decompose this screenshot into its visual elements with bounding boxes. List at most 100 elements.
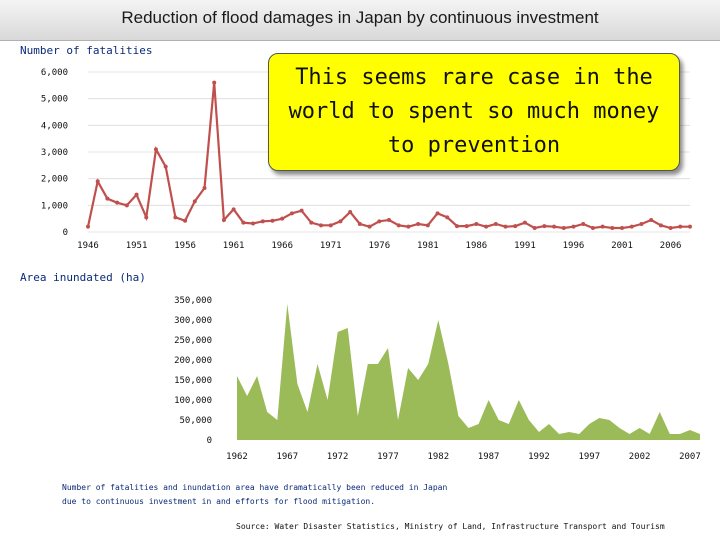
fatalities-ytick-label: 3,000 xyxy=(41,148,68,158)
fatalities-point xyxy=(357,222,362,226)
fatalities-xtick-label: 1981 xyxy=(417,241,439,251)
fatalities-point xyxy=(425,223,430,228)
fatalities-point xyxy=(387,218,391,222)
area-ytick-label: 350,000 xyxy=(174,296,212,306)
fatalities-point xyxy=(153,147,158,152)
fatalities-point xyxy=(590,226,595,230)
fatalities-xtick-label: 1991 xyxy=(514,241,536,251)
fatalities-ytick-label: 1,000 xyxy=(41,201,68,211)
fatalities-point xyxy=(416,222,421,226)
fatalities-point xyxy=(474,222,479,226)
fatalities-point xyxy=(173,215,178,220)
fatalities-point xyxy=(270,218,275,223)
fatalities-point xyxy=(668,226,673,230)
fatalities-point xyxy=(678,224,683,229)
fatalities-point xyxy=(620,226,625,230)
fatalities-point xyxy=(513,224,518,229)
fatalities-point xyxy=(86,224,90,229)
fatalities-point xyxy=(319,223,324,228)
area-xtick-label: 1962 xyxy=(226,452,248,462)
area-ytick-label: 300,000 xyxy=(174,316,212,326)
fatalities-xtick-label: 1951 xyxy=(126,241,148,251)
fatalities-xtick-label: 1976 xyxy=(368,241,390,251)
source-note: Source: Water Disaster Statistics, Minis… xyxy=(236,522,665,531)
area-ytick-label: 200,000 xyxy=(174,356,212,366)
fatalities-point xyxy=(328,223,333,228)
fatalities-point xyxy=(658,223,663,228)
area-ytick-label: 250,000 xyxy=(174,336,212,346)
fatalities-point xyxy=(241,220,246,225)
fatalities-point xyxy=(134,192,139,197)
title-bar: Reduction of flood damages in Japan by c… xyxy=(0,0,720,41)
fatalities-point xyxy=(493,222,498,226)
fatalities-point xyxy=(299,208,304,213)
callout-box: This seems rare case in the world to spe… xyxy=(268,53,680,171)
fatalities-xtick-label: 1956 xyxy=(174,241,196,251)
fatalities-xtick-label: 1946 xyxy=(77,241,99,251)
fatalities-ytick-label: 6,000 xyxy=(41,68,68,78)
fatalities-point xyxy=(503,224,508,229)
fatalities-point xyxy=(348,210,353,214)
fatalities-point xyxy=(649,218,654,222)
area-xtick-label: 1987 xyxy=(478,452,500,462)
fatalities-point xyxy=(202,186,207,190)
fatalities-point xyxy=(212,80,217,85)
footnote-line-1: Number of fatalities and inundation area… xyxy=(62,483,448,492)
fatalities-point xyxy=(105,196,110,201)
fatalities-xtick-label: 2006 xyxy=(660,241,682,251)
area-xtick-label: 1972 xyxy=(327,452,349,462)
fatalities-xtick-label: 1971 xyxy=(320,241,342,251)
fatalities-xtick-label: 1961 xyxy=(223,241,245,251)
area-ytick-label: 100,000 xyxy=(174,396,212,406)
fatalities-point xyxy=(629,224,634,229)
fatalities-chart-title: Number of fatalities xyxy=(20,44,153,57)
fatalities-point xyxy=(280,216,285,221)
fatalities-xtick-label: 1986 xyxy=(466,241,488,251)
fatalities-point xyxy=(610,226,615,230)
fatalities-point xyxy=(144,215,149,220)
fatalities-point xyxy=(115,200,120,205)
fatalities-point xyxy=(464,224,469,229)
fatalities-xtick-label: 1966 xyxy=(271,241,293,251)
footnote: Number of fatalities and inundation area… xyxy=(62,481,447,509)
area-ytick-label: 50,000 xyxy=(179,416,212,426)
fatalities-point xyxy=(581,222,586,226)
fatalities-point xyxy=(367,224,372,229)
area-xtick-label: 1997 xyxy=(578,452,600,462)
fatalities-point xyxy=(561,226,566,230)
fatalities-xtick-label: 2001 xyxy=(611,241,633,251)
fatalities-point xyxy=(600,224,605,229)
fatalities-point xyxy=(289,211,294,216)
fatalities-point xyxy=(183,218,188,223)
fatalities-ytick-label: 4,000 xyxy=(41,121,68,131)
fatalities-point xyxy=(309,220,314,225)
callout-text: This seems rare case in the world to spe… xyxy=(288,65,660,158)
fatalities-point xyxy=(552,224,557,229)
area-xtick-label: 1977 xyxy=(377,452,399,462)
fatalities-point xyxy=(377,219,382,224)
area-xtick-label: 1992 xyxy=(528,452,550,462)
area-xtick-label: 2002 xyxy=(629,452,651,462)
fatalities-point xyxy=(221,218,226,222)
fatalities-point xyxy=(251,221,256,226)
fatalities-point xyxy=(435,211,440,216)
fatalities-point xyxy=(639,222,644,226)
fatalities-ytick-label: 5,000 xyxy=(41,95,68,105)
fatalities-point xyxy=(163,164,168,169)
footnote-line-2: due to continuous investment in and effo… xyxy=(62,497,376,506)
fatalities-xtick-label: 1996 xyxy=(563,241,585,251)
fatalities-point xyxy=(484,224,489,229)
fatalities-point xyxy=(338,219,343,224)
fatalities-point xyxy=(124,203,129,208)
fatalities-point xyxy=(522,220,527,225)
page-title: Reduction of flood damages in Japan by c… xyxy=(121,8,599,27)
fatalities-point xyxy=(396,223,401,228)
fatalities-point xyxy=(571,224,576,229)
inundation-area xyxy=(237,304,700,440)
area-xtick-label: 1982 xyxy=(427,452,449,462)
fatalities-point xyxy=(454,224,459,229)
area-chart-title: Area inundated (ha) xyxy=(20,271,146,284)
area-xtick-label: 2007 xyxy=(679,452,701,462)
fatalities-ytick-label: 2,000 xyxy=(41,175,68,185)
fatalities-ytick-label: 0 xyxy=(63,228,68,238)
